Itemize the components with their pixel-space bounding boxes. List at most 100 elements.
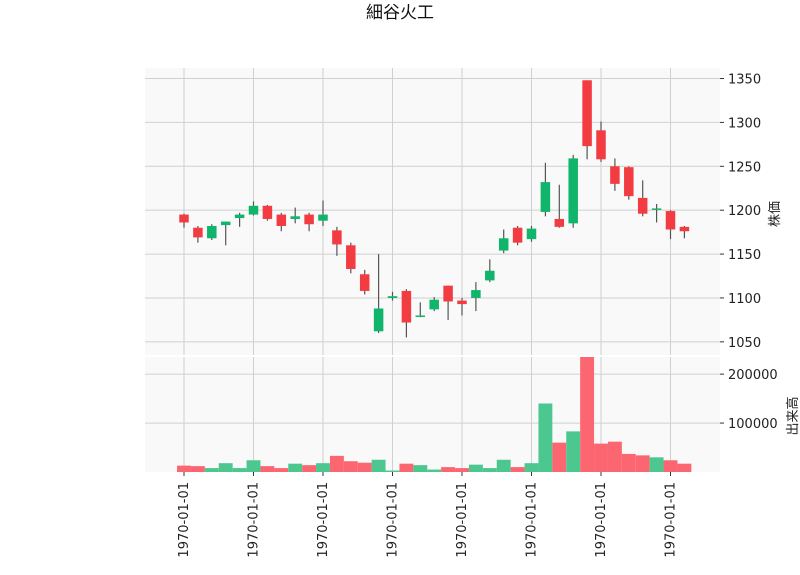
candle-body <box>276 214 287 226</box>
volume-bars <box>177 357 692 472</box>
x-tick-label: 1970-01-01 <box>177 482 192 558</box>
volume-bar <box>357 462 372 472</box>
x-tick-label: 1970-01-01 <box>247 482 262 558</box>
volume-bar <box>316 463 330 472</box>
candle-body <box>526 228 537 240</box>
volume-bar <box>427 469 442 472</box>
volume-bar <box>566 431 581 472</box>
volume-bar <box>677 463 692 472</box>
volume-bar <box>190 466 205 472</box>
volume-bar <box>260 466 275 472</box>
axis-ticks: 1050 1100 1150 1200 1250 1300 1350 100000 200000… <box>177 73 778 558</box>
candle-body <box>318 214 328 221</box>
candle-body <box>554 218 565 227</box>
price-tick-label: 1350 <box>728 73 761 88</box>
volume-bar <box>524 463 539 472</box>
candle-body <box>193 227 203 238</box>
candle-body <box>429 299 439 310</box>
candle-body <box>485 270 495 281</box>
candle-body <box>415 315 426 318</box>
volume-bar <box>635 455 650 472</box>
volume-bar <box>510 467 525 472</box>
candle-body <box>346 245 356 269</box>
volume-bar <box>371 459 386 472</box>
volume-bar <box>204 468 219 472</box>
price-tick-label: 1050 <box>728 336 761 351</box>
volume-bar <box>274 468 289 472</box>
volume-bar <box>399 463 414 472</box>
volume-bar <box>218 463 233 472</box>
volume-tick-label: 200000 <box>728 368 778 383</box>
candle-body <box>651 208 662 210</box>
candle-body <box>387 296 398 298</box>
volume-bar <box>288 463 303 472</box>
volume-bar <box>441 467 456 472</box>
candle-body <box>610 166 620 184</box>
candle-body <box>207 225 217 239</box>
volume-bar <box>663 460 678 472</box>
candle-body <box>290 216 300 219</box>
candle-body <box>624 167 634 197</box>
price-axis-label: 株価 <box>768 201 783 227</box>
x-tick-label: 1970-01-01 <box>525 482 540 558</box>
volume-bar <box>177 465 191 472</box>
volume-bar <box>343 461 358 472</box>
volume-bar <box>607 441 622 472</box>
volume-bar <box>385 470 400 472</box>
price-tick-label: 1250 <box>728 160 761 175</box>
candle-body <box>359 274 370 291</box>
grid-lines <box>145 68 720 472</box>
candle-body <box>373 308 384 332</box>
candle-body <box>262 205 273 219</box>
volume-bar <box>552 442 567 472</box>
volume-bar <box>594 443 608 472</box>
candle-body <box>665 211 676 230</box>
candle-body <box>512 227 523 243</box>
x-tick-label: 1970-01-01 <box>594 482 609 558</box>
candle-body <box>637 197 648 214</box>
price-tick-label: 1300 <box>728 116 761 131</box>
volume-bar <box>580 357 595 472</box>
candle-body <box>234 214 245 219</box>
price-tick-label: 1150 <box>728 248 761 263</box>
candle-body <box>332 230 342 245</box>
price-candles <box>179 80 690 338</box>
volume-bar <box>468 464 483 472</box>
price-tick-label: 1200 <box>728 204 761 219</box>
volume-bar <box>302 465 317 472</box>
candle-body <box>596 130 606 160</box>
price-panel-background <box>145 68 720 355</box>
x-tick-label: 1970-01-01 <box>664 482 679 558</box>
candle-body <box>304 214 314 225</box>
volume-bar <box>455 468 469 472</box>
candle-body <box>568 158 578 224</box>
price-tick-label: 1100 <box>728 292 761 307</box>
volume-tick-label: 100000 <box>728 417 778 432</box>
candle-body <box>540 182 551 212</box>
candle-body <box>582 80 592 147</box>
candle-body <box>248 205 259 215</box>
volume-bar <box>649 457 664 472</box>
candle-body <box>498 238 509 251</box>
volume-bar <box>329 455 344 472</box>
candle-body <box>443 285 453 302</box>
volume-bar <box>232 468 247 472</box>
volume-bar <box>496 459 511 472</box>
x-tick-label: 1970-01-01 <box>316 482 331 558</box>
candle-body <box>457 300 467 305</box>
volume-bar <box>621 453 636 472</box>
candle-body <box>471 290 481 298</box>
volume-axis-label: 出来高 <box>785 396 800 435</box>
volume-bar <box>482 468 497 472</box>
candle-body <box>220 221 231 226</box>
candle-body <box>179 214 189 223</box>
volume-bar <box>246 460 261 472</box>
candle-body <box>401 290 412 323</box>
volume-panel-background <box>145 357 720 472</box>
x-tick-label: 1970-01-01 <box>455 482 470 558</box>
chart-title: 細谷火工 <box>366 3 434 23</box>
candle-body <box>679 226 690 232</box>
volume-bar <box>413 465 428 472</box>
volume-bar <box>538 403 553 472</box>
